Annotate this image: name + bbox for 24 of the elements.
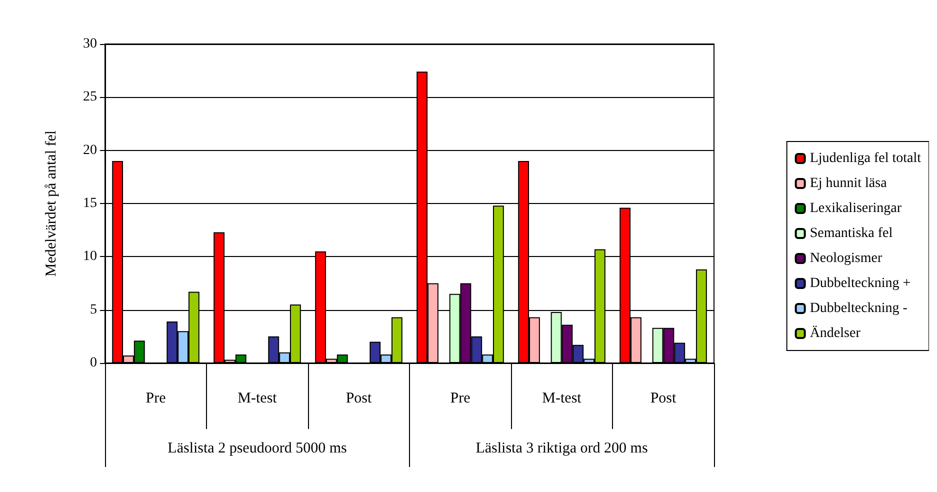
legend-label: Ändelser [810, 325, 861, 341]
y-tick-label: 0 [90, 356, 97, 370]
legend-label: Dubbelteckning - [810, 301, 908, 316]
legend-label: Ej hunnit läsa [810, 176, 888, 191]
y-tick-label: 15 [83, 196, 97, 211]
x-tick-label: Post [650, 390, 677, 406]
y-tick-label: 5 [90, 302, 97, 318]
x-tick-label: Pre [146, 390, 166, 406]
legend-label: Lexikaliseringar [810, 201, 902, 216]
text: Läslista 3 riktiga ord 200 ms [476, 440, 648, 456]
x-tick-label: M-test [542, 390, 582, 406]
legend-label: Dubbelteckning + [810, 276, 911, 291]
legend-label: Neologismer [810, 251, 882, 266]
legend-label: Ljudenliga fel totalt [810, 151, 922, 166]
x-tick-label: M-test [238, 390, 278, 406]
text: Läslista 2 pseudoord 5000 ms [168, 440, 347, 456]
x-tick-label: Post [346, 390, 372, 406]
y-tick-label: 20 [83, 142, 97, 158]
y-tick-label: 10 [83, 249, 97, 264]
y-axis-title: Medelvärdet på antal fel [44, 130, 60, 277]
legend-label: Semantiska fel [810, 226, 893, 241]
y-tick-label: 25 [83, 90, 97, 105]
x-tick-label: Pre [450, 390, 471, 406]
y-tick-label: 30 [83, 36, 97, 52]
